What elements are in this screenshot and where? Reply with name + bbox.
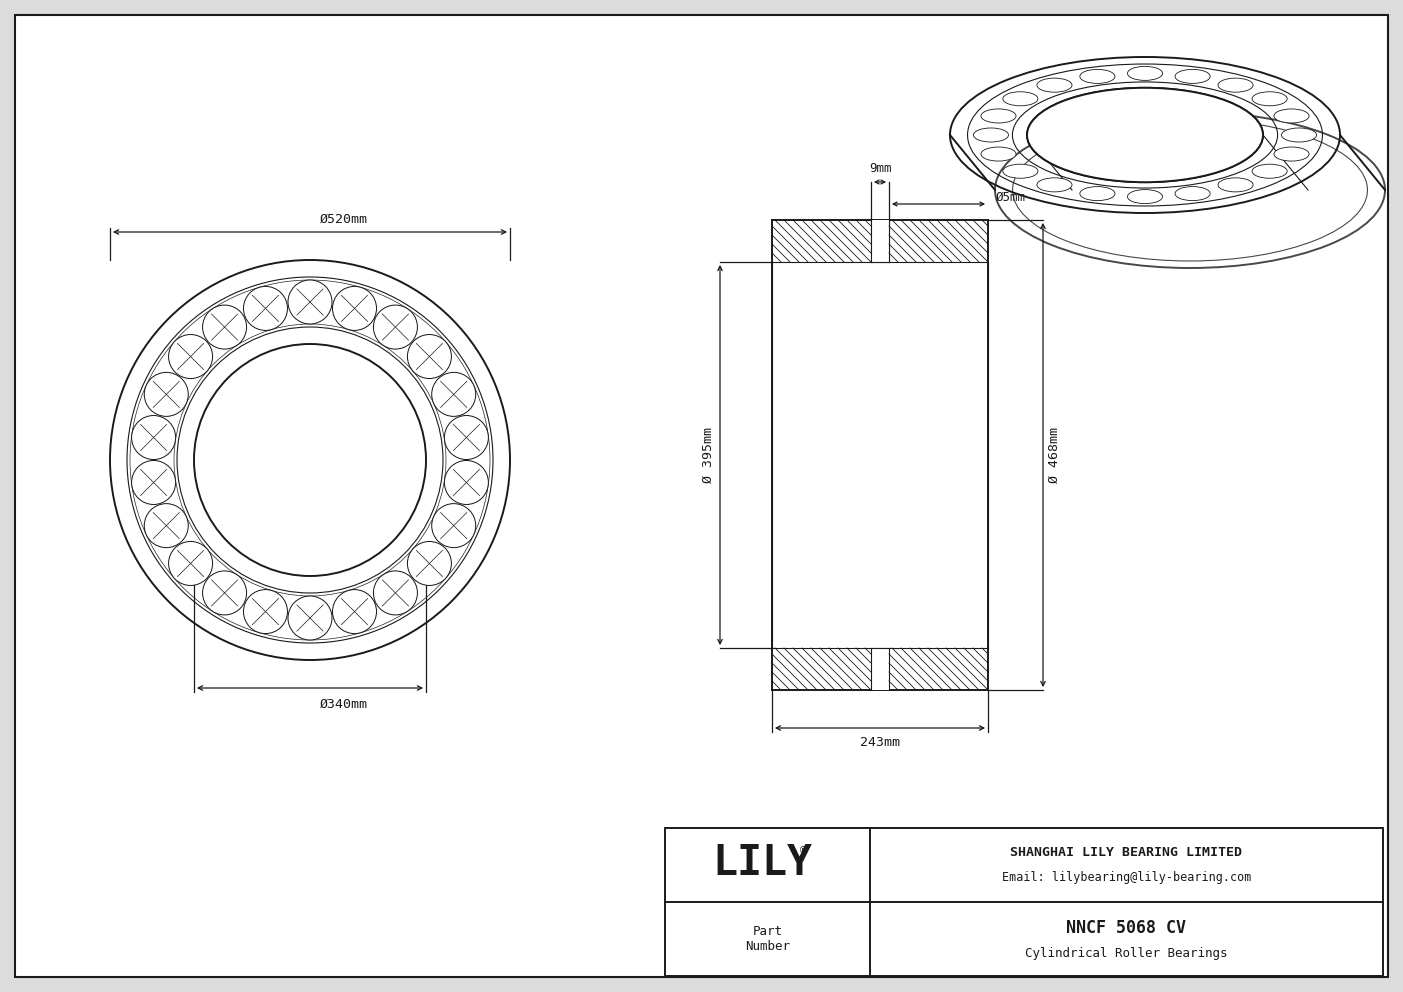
Text: Ø340mm: Ø340mm — [320, 697, 368, 710]
Ellipse shape — [974, 128, 1009, 142]
Circle shape — [168, 334, 213, 379]
Text: Ø520mm: Ø520mm — [320, 212, 368, 225]
Ellipse shape — [1274, 147, 1309, 161]
Text: NNCF 5068 CV: NNCF 5068 CV — [1066, 919, 1187, 937]
Circle shape — [373, 571, 418, 615]
Circle shape — [244, 287, 288, 330]
Circle shape — [333, 287, 376, 330]
Ellipse shape — [1218, 178, 1253, 191]
Circle shape — [202, 306, 247, 349]
Text: LILY: LILY — [713, 842, 812, 884]
Ellipse shape — [1251, 165, 1287, 179]
Circle shape — [407, 334, 452, 379]
Ellipse shape — [1003, 165, 1038, 179]
Circle shape — [432, 372, 476, 417]
Text: ®: ® — [800, 845, 807, 855]
Ellipse shape — [1080, 186, 1115, 200]
Ellipse shape — [981, 109, 1016, 123]
Ellipse shape — [1080, 69, 1115, 83]
Text: 243mm: 243mm — [860, 735, 899, 749]
Circle shape — [333, 589, 376, 634]
Circle shape — [373, 306, 418, 349]
Text: Ø 468mm: Ø 468mm — [1048, 427, 1061, 483]
Circle shape — [202, 571, 247, 615]
Text: Email: lilybearing@lily-bearing.com: Email: lilybearing@lily-bearing.com — [1002, 872, 1251, 885]
Ellipse shape — [1037, 78, 1072, 92]
Text: Ø 395mm: Ø 395mm — [702, 427, 716, 483]
Ellipse shape — [1128, 189, 1163, 203]
Bar — [871, 220, 890, 262]
Circle shape — [432, 504, 476, 548]
Ellipse shape — [1251, 92, 1287, 106]
Ellipse shape — [1281, 128, 1316, 142]
Ellipse shape — [1176, 186, 1211, 200]
Circle shape — [132, 416, 175, 459]
Text: Part
Number: Part Number — [745, 925, 790, 953]
Circle shape — [168, 542, 213, 585]
Circle shape — [445, 416, 488, 459]
Text: Cylindrical Roller Bearings: Cylindrical Roller Bearings — [1026, 947, 1228, 960]
Ellipse shape — [1218, 78, 1253, 92]
Bar — [772, 262, 988, 648]
Text: Ø5mm: Ø5mm — [996, 190, 1026, 203]
Bar — [871, 648, 890, 690]
Circle shape — [132, 460, 175, 505]
Ellipse shape — [1003, 92, 1038, 106]
Circle shape — [145, 504, 188, 548]
Bar — [665, 828, 1383, 976]
Circle shape — [445, 460, 488, 505]
Ellipse shape — [1176, 69, 1211, 83]
Ellipse shape — [981, 147, 1016, 161]
Circle shape — [244, 589, 288, 634]
Text: 9mm: 9mm — [868, 163, 891, 176]
Ellipse shape — [1274, 109, 1309, 123]
Text: SHANGHAI LILY BEARING LIMITED: SHANGHAI LILY BEARING LIMITED — [1010, 845, 1243, 858]
Ellipse shape — [1037, 178, 1072, 191]
Circle shape — [288, 280, 333, 324]
Ellipse shape — [1027, 88, 1263, 183]
Ellipse shape — [1128, 66, 1163, 80]
Circle shape — [145, 372, 188, 417]
Circle shape — [407, 542, 452, 585]
Circle shape — [288, 596, 333, 640]
